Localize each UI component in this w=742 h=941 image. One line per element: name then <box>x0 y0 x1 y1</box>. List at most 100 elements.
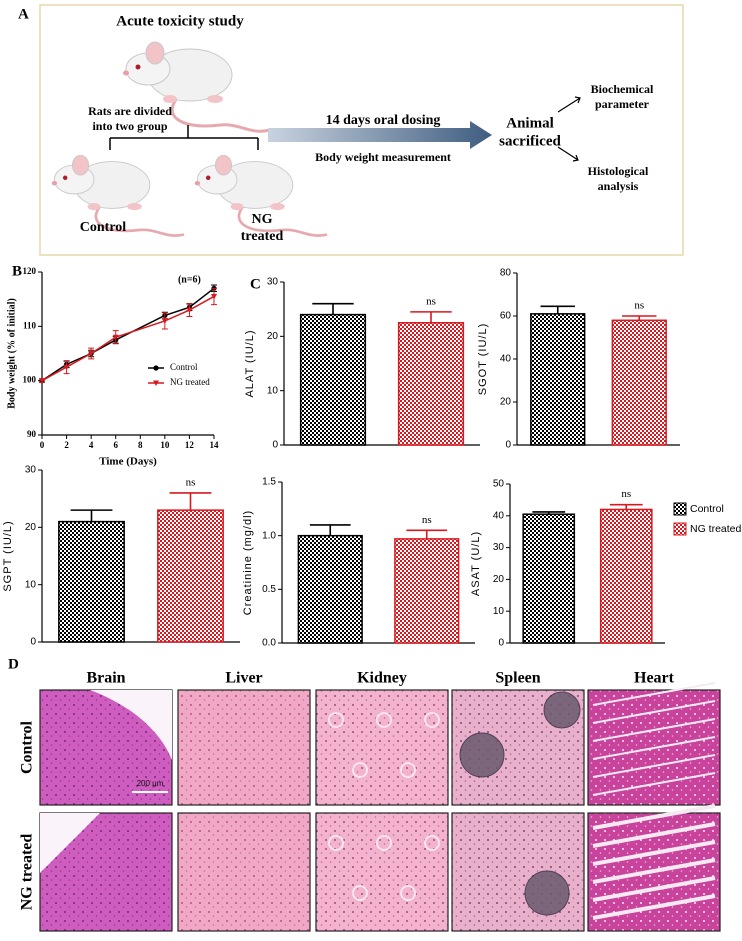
diagram-text: Body weight measurement <box>315 150 451 164</box>
row-header: NG treated <box>19 834 36 911</box>
bar <box>58 520 125 643</box>
y-tick-label: 30 <box>25 465 37 476</box>
bar <box>530 313 586 446</box>
annotation: ns <box>426 295 436 307</box>
y-tick-label: 120 <box>23 266 37 276</box>
annotation: (n=6) <box>178 274 201 285</box>
marker <box>161 318 168 324</box>
y-tick-label: 0 <box>505 440 511 451</box>
fiber-gap <box>592 858 716 884</box>
diagram-text: parameter <box>595 97 650 111</box>
y-axis-label: SGOT (IU/L) <box>477 323 489 396</box>
x-tick-label: 2 <box>64 440 69 450</box>
x-tick-label: 0 <box>40 440 45 450</box>
diagram-text: Control <box>80 220 127 235</box>
x-tick-label: 6 <box>113 440 118 450</box>
fiber-gap <box>592 754 716 778</box>
annotation: ns <box>422 514 432 526</box>
panel-label: B <box>12 263 22 279</box>
tubule <box>400 885 416 901</box>
error-bar <box>70 509 113 522</box>
y-tick-label: 10 <box>25 579 37 590</box>
panel-label: D <box>8 656 19 672</box>
follicle <box>524 870 570 916</box>
bar <box>297 534 363 644</box>
y-tick-label: 0 <box>30 637 36 648</box>
y-tick-label: 1.0 <box>262 530 276 541</box>
fiber-gap <box>592 718 716 742</box>
legend-label: Control <box>170 362 198 372</box>
follicle <box>459 732 505 778</box>
legend-swatch <box>673 502 687 516</box>
tubule <box>328 712 344 728</box>
scale-bar-label: 200 µm <box>137 779 164 788</box>
tubule <box>352 885 368 901</box>
outcome-arrows <box>557 96 581 162</box>
bar <box>522 513 576 644</box>
error-bar <box>532 511 566 515</box>
bar <box>611 319 667 446</box>
y-tick-label: 80 <box>500 268 512 279</box>
micrograph <box>177 812 311 932</box>
y-tick-label: 110 <box>23 320 37 330</box>
y-axis-label: ASAT (U/L) <box>470 531 482 596</box>
panel-label: A <box>18 6 29 22</box>
column-header: Brain <box>86 670 125 687</box>
micrograph <box>315 689 449 806</box>
diagram-text: Biochemical <box>591 82 654 96</box>
marker <box>211 293 217 300</box>
marker <box>112 334 119 341</box>
column-header: Spleen <box>495 670 540 687</box>
division-bracket <box>109 125 259 150</box>
bar <box>394 538 460 644</box>
fiber-gap <box>592 840 716 866</box>
x-axis-label: Time (Days) <box>99 456 157 468</box>
x-tick-label: 4 <box>89 440 94 450</box>
y-tick-label: 0 <box>498 638 504 649</box>
bar <box>157 509 224 643</box>
marker <box>186 307 193 314</box>
y-tick-label: 20 <box>500 397 512 408</box>
diagram-text: Animal <box>506 115 554 131</box>
legend-label: Control <box>690 503 724 515</box>
y-axis-label: SGPT (IU/L) <box>2 520 14 591</box>
y-tick-label: 0.0 <box>262 638 276 649</box>
y-tick-label: 50 <box>493 479 505 490</box>
micrograph <box>177 689 311 806</box>
bar <box>299 313 367 446</box>
tubule <box>376 712 392 728</box>
legend-label: NG treated <box>690 523 742 535</box>
y-tick-label: 0.5 <box>262 584 276 595</box>
diagram-text: Rats are divided <box>88 104 172 118</box>
legend-label: NG treated <box>170 377 210 387</box>
y-tick-label: 10 <box>267 385 279 396</box>
dosing-arrow <box>268 121 492 149</box>
x-tick-label: 12 <box>185 440 195 450</box>
annotation: ns <box>634 300 644 312</box>
error-bar <box>622 315 657 321</box>
fiber-gap <box>592 682 716 706</box>
y-tick-label: 40 <box>500 354 512 365</box>
follicle <box>543 691 581 729</box>
diagram-text: 14 days oral dosing <box>326 113 441 128</box>
y-tick-label: 40 <box>493 510 505 521</box>
legend-marker <box>153 365 159 371</box>
fiber-gap <box>592 876 716 902</box>
panel-label: C <box>250 276 261 292</box>
x-tick-label: 14 <box>210 440 220 450</box>
y-tick-label: 10 <box>493 606 505 617</box>
tubule <box>424 835 440 851</box>
y-axis-label: ALAT (IU/L) <box>244 329 256 397</box>
y-tick-label: 0 <box>272 440 278 451</box>
bar <box>397 322 465 446</box>
fiber-gap <box>592 772 716 796</box>
annotation: ns <box>186 476 196 488</box>
fiber-gap <box>592 894 716 920</box>
y-tick-label: 30 <box>267 277 279 288</box>
y-tick-label: 30 <box>493 542 505 553</box>
fiber-gap <box>592 804 716 830</box>
y-tick-label: 1.5 <box>262 477 276 488</box>
column-header: Heart <box>634 670 675 687</box>
y-tick-label: 90 <box>27 429 37 439</box>
